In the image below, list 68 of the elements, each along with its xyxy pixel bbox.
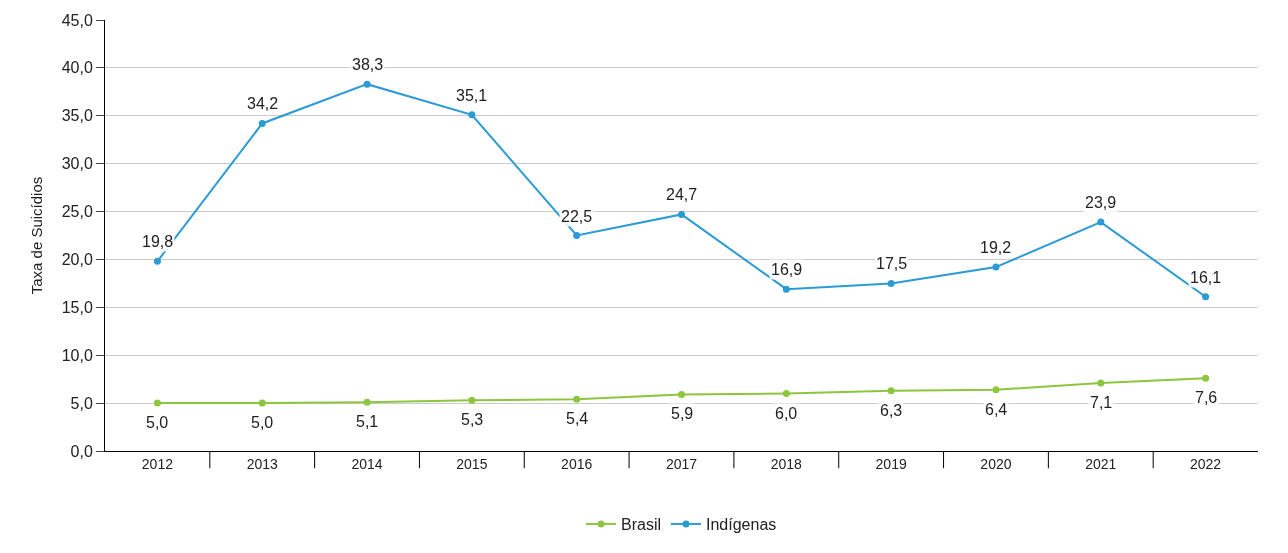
data-label: 6,0	[775, 405, 798, 422]
data-label: 38,3	[352, 56, 384, 73]
point	[887, 387, 895, 395]
point	[258, 399, 266, 407]
y-tick-label: 45,0	[61, 11, 93, 29]
y-tick-label: 35,0	[61, 107, 93, 125]
x-tick-label: 2013	[246, 455, 279, 472]
point	[678, 390, 685, 398]
data-label: 19,2	[980, 239, 1012, 256]
data-label: 5,4	[566, 410, 589, 427]
y-tick-label: 10,0	[61, 346, 93, 364]
point	[468, 396, 476, 404]
point	[782, 285, 790, 293]
point	[678, 210, 685, 218]
point	[153, 399, 161, 407]
data-label: 17,5	[876, 255, 908, 272]
y-tick-label: 20,0	[61, 251, 93, 269]
data-label: 5,3	[461, 411, 484, 428]
point	[992, 263, 1000, 271]
data-label: 34,2	[247, 95, 279, 112]
data-label: 23,9	[1085, 194, 1117, 211]
x-tick-label: 2016	[561, 455, 593, 472]
data-label: 5,0	[146, 414, 169, 431]
data-label: 6,4	[985, 401, 1008, 418]
y-tick-label: 15,0	[61, 298, 93, 316]
point	[363, 80, 371, 88]
point	[573, 232, 581, 239]
y-tick-label: 5,0	[70, 394, 93, 412]
point	[258, 119, 266, 127]
point	[468, 111, 476, 119]
point	[1097, 218, 1105, 226]
data-label: 16,1	[1190, 269, 1222, 286]
data-label: 7,6	[1195, 389, 1218, 406]
data-label: 19,8	[142, 233, 174, 250]
x-tick-label: 2012	[141, 455, 174, 472]
x-tick-label: 2014	[351, 455, 383, 472]
point	[363, 398, 371, 406]
x-tick-label: 2020	[980, 455, 1012, 472]
x-tick-label: 2022	[1190, 455, 1222, 472]
data-label: 24,7	[666, 186, 698, 203]
y-axis-title: Taxa de Suicídios	[27, 176, 45, 295]
data-label: 35,1	[456, 87, 488, 104]
data-label: 22,5	[561, 208, 593, 225]
y-tick-label: 0,0	[70, 442, 93, 460]
point	[1097, 379, 1105, 387]
data-label: 7,1	[1090, 394, 1113, 411]
y-tick-label: 40,0	[61, 59, 93, 77]
x-tick-label: 2021	[1085, 455, 1117, 472]
legend-label: Indígenas	[706, 516, 777, 534]
y-tick-label: 25,0	[61, 203, 93, 221]
point	[887, 279, 895, 287]
point	[782, 390, 790, 398]
x-tick-label: 2018	[770, 455, 803, 472]
legend-label: Brasil	[621, 516, 662, 534]
data-label: 5,1	[356, 413, 379, 430]
point	[1202, 374, 1210, 382]
point	[992, 386, 1000, 394]
data-label: 5,9	[671, 405, 694, 422]
x-tick-label: 2017	[665, 455, 698, 472]
data-label: 6,3	[880, 402, 903, 419]
point	[573, 395, 581, 403]
x-tick-label: 2019	[875, 455, 907, 472]
point	[153, 257, 161, 265]
x-tick-label: 2015	[456, 455, 488, 472]
data-label: 16,9	[771, 261, 803, 278]
y-tick-label: 30,0	[61, 155, 93, 173]
data-label: 5,0	[251, 414, 274, 431]
point	[1202, 293, 1210, 301]
